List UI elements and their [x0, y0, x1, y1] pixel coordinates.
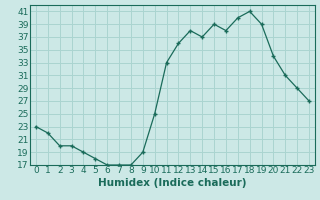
X-axis label: Humidex (Indice chaleur): Humidex (Indice chaleur)	[98, 178, 247, 188]
